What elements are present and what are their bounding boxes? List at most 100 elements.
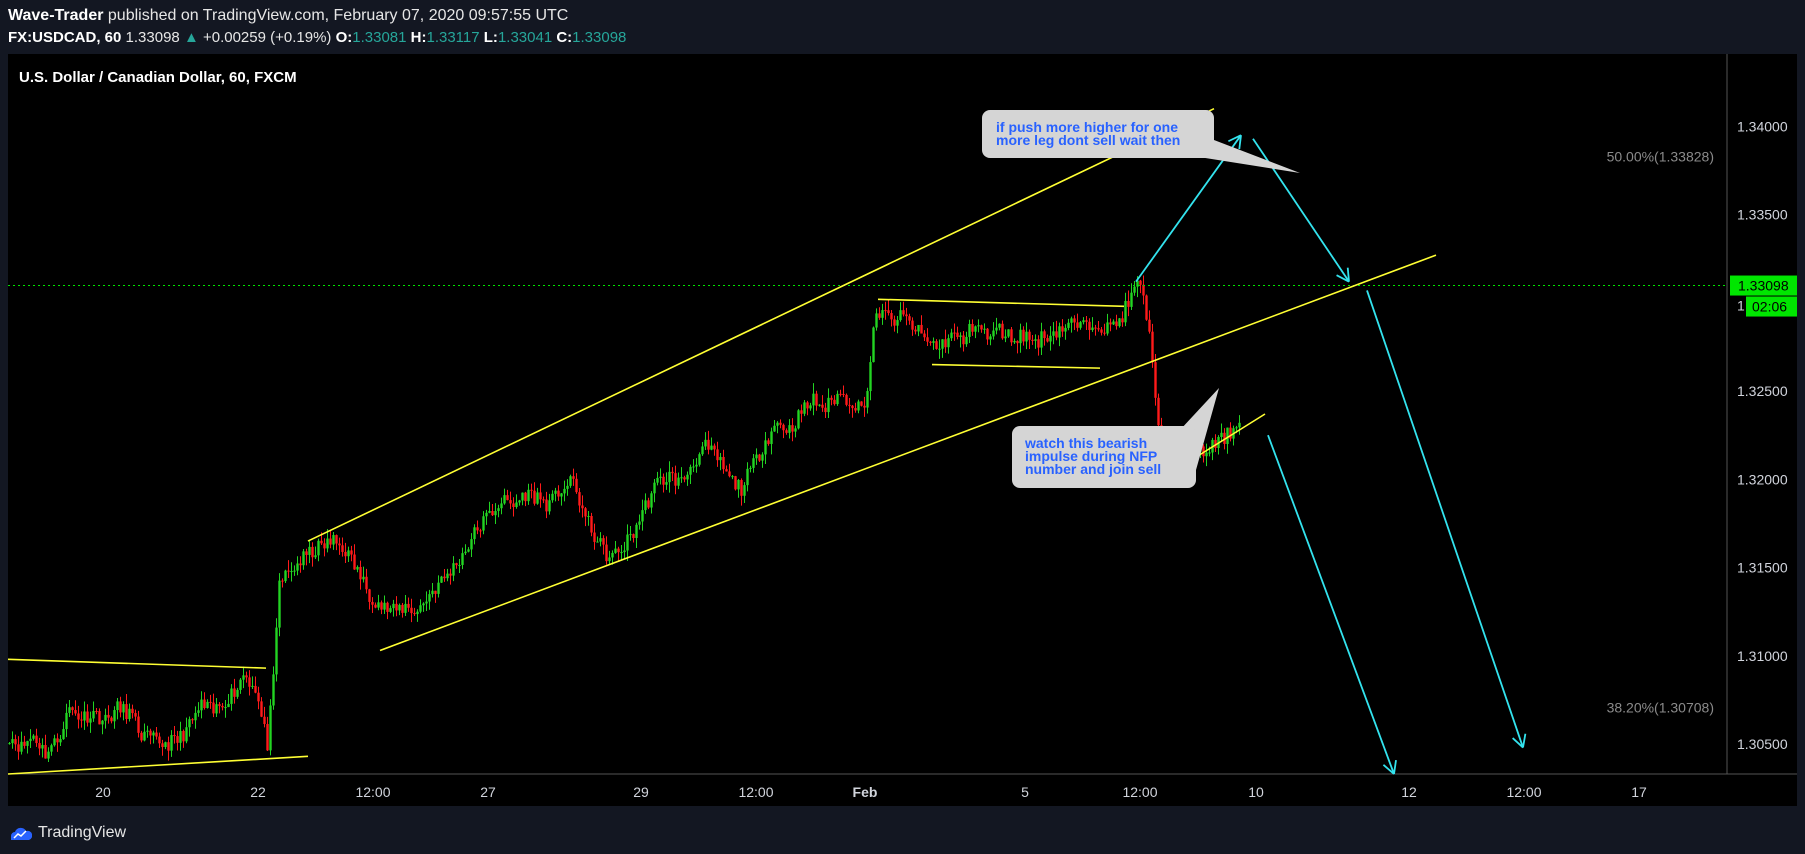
candle-up xyxy=(812,393,815,406)
candle-down xyxy=(785,430,788,433)
candle-up xyxy=(998,323,1001,328)
candle-down xyxy=(56,738,59,743)
candle-up xyxy=(272,674,275,706)
plot-area[interactable] xyxy=(8,54,1727,774)
author-link[interactable]: Wave-Trader xyxy=(8,7,104,24)
high-value: 1.33117 xyxy=(426,29,480,46)
candle-up xyxy=(383,602,386,610)
candle-down xyxy=(1088,321,1091,331)
x-tick-label: 10 xyxy=(1248,784,1264,800)
candle-down xyxy=(449,573,452,576)
candle-up xyxy=(1079,322,1082,328)
candle-up xyxy=(275,627,278,675)
candle-down xyxy=(203,699,206,708)
candle-down xyxy=(155,732,158,737)
time-axis[interactable] xyxy=(8,774,1797,806)
arrow-head xyxy=(1336,274,1350,283)
candle-down xyxy=(1100,329,1103,333)
candle-down xyxy=(212,702,215,714)
candle-up xyxy=(377,602,380,608)
price-axis[interactable] xyxy=(1727,54,1797,774)
candle-down xyxy=(887,310,890,314)
y-tick-label: 1.31500 xyxy=(1737,560,1788,576)
candle-down xyxy=(323,543,326,549)
candle-up xyxy=(548,500,551,512)
candle-down xyxy=(839,393,842,395)
candle-up xyxy=(983,328,986,330)
candle-down xyxy=(920,324,923,334)
candle-up xyxy=(242,675,245,680)
candle-down xyxy=(74,710,77,714)
candle-down xyxy=(557,490,560,497)
candle-down xyxy=(350,550,353,555)
candle-up xyxy=(965,336,968,345)
candle-down xyxy=(434,590,437,594)
candle-up xyxy=(623,550,626,553)
candle-down xyxy=(914,329,917,332)
countdown-tag xyxy=(1746,296,1797,317)
candle-up xyxy=(527,489,530,502)
candle-down xyxy=(902,310,905,315)
candle-down xyxy=(713,445,716,450)
candle-up xyxy=(224,707,227,709)
y-tick-label: 1.32000 xyxy=(1737,471,1788,487)
price-tag xyxy=(1730,275,1797,296)
publish-info: Wave-Trader published on TradingView.com… xyxy=(8,7,568,25)
candle-down xyxy=(542,499,545,501)
candle-up xyxy=(941,339,944,349)
candle-up xyxy=(710,445,713,450)
candle-up xyxy=(869,362,872,392)
candle-up xyxy=(977,325,980,327)
candle-up xyxy=(422,603,425,606)
callout-text: watch this bearish xyxy=(1024,435,1147,451)
open-label: O: xyxy=(335,29,353,46)
candle-up xyxy=(437,582,440,594)
candle-up xyxy=(362,576,365,580)
candle-up xyxy=(1235,427,1238,429)
candle-up xyxy=(68,707,71,713)
x-tick-label: 12:00 xyxy=(738,784,773,800)
candle-down xyxy=(815,393,818,406)
candle-up xyxy=(251,685,254,687)
candle-down xyxy=(1010,329,1013,343)
candle-down xyxy=(359,566,362,580)
candle-down xyxy=(1154,362,1157,398)
candle-up xyxy=(179,730,182,743)
candle-up xyxy=(938,348,941,350)
candle-down xyxy=(1202,446,1205,457)
candle-up xyxy=(296,563,299,571)
candle-down xyxy=(539,492,542,500)
candle-down xyxy=(35,735,38,744)
candle-up xyxy=(770,431,773,444)
candle-up xyxy=(587,516,590,518)
candle-up xyxy=(614,548,617,553)
candle-up xyxy=(1091,327,1094,331)
candle-down xyxy=(848,404,851,406)
candle-down xyxy=(374,604,377,608)
candle-down xyxy=(80,719,83,721)
candle-down xyxy=(380,602,383,610)
candle-down xyxy=(578,492,581,506)
candle-up xyxy=(1058,326,1061,338)
candle-down xyxy=(257,692,260,702)
candle-up xyxy=(26,741,29,746)
candle-up xyxy=(803,402,806,414)
low-value: 1.33041 xyxy=(497,29,553,46)
candle-up xyxy=(899,310,902,321)
chart-title: U.S. Dollar / Canadian Dollar, 60, FXCM xyxy=(19,69,297,86)
candle-down xyxy=(845,394,848,405)
candle-up xyxy=(416,611,419,615)
close-label: C: xyxy=(556,29,573,46)
candle-up xyxy=(554,490,557,494)
candle-up xyxy=(104,714,107,721)
footer-brand[interactable]: TradingView xyxy=(38,824,127,841)
candle-down xyxy=(1055,331,1058,338)
candle-up xyxy=(452,563,455,576)
candle-up xyxy=(356,566,359,570)
candle-down xyxy=(926,337,929,342)
candle-up xyxy=(146,730,149,732)
candle-up xyxy=(11,739,14,744)
candle-down xyxy=(386,602,389,612)
